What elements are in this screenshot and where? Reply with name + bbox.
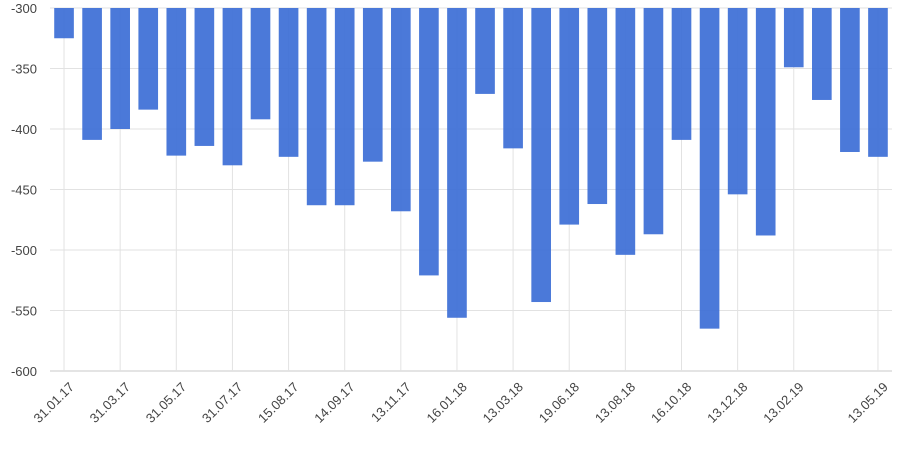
x-tick-label: 16.01.18 [423, 379, 469, 425]
bar [615, 8, 636, 255]
bar [503, 8, 523, 149]
x-axis-tick-labels: 31.01.17 31.03.17 31.05.17 31.07.17 15.08.17… [31, 379, 891, 425]
x-tick-label: 31.01.17 [31, 379, 77, 425]
x-tick-label: 13.03.18 [480, 379, 526, 425]
x-tick-label: 13.02.19 [760, 379, 806, 425]
bar [531, 8, 551, 303]
bar [391, 8, 411, 212]
bar [671, 8, 692, 140]
bar [54, 8, 74, 39]
bar [278, 8, 299, 157]
x-tick-label: 13.08.18 [592, 379, 638, 425]
y-tick-label: -550 [11, 304, 37, 319]
bar [699, 8, 720, 329]
y-tick-label: -300 [11, 1, 37, 16]
bar [643, 8, 664, 235]
bar [194, 8, 215, 146]
bar [840, 8, 860, 152]
bar [587, 8, 608, 205]
x-tick-label: 15.08.17 [255, 379, 301, 425]
x-tick-label: 31.07.17 [199, 379, 245, 425]
x-tick-label: 16.10.18 [648, 379, 694, 425]
x-tick-label: 19.06.18 [536, 379, 582, 425]
bar [362, 8, 383, 162]
bar [306, 8, 327, 206]
bar [82, 8, 102, 140]
bar [222, 8, 243, 166]
y-tick-label: -350 [11, 62, 37, 77]
bar [250, 8, 271, 120]
bar [110, 8, 130, 129]
bar [727, 8, 748, 195]
bar [812, 8, 832, 100]
bar [166, 8, 187, 156]
x-tick-label: 13.12.18 [704, 379, 750, 425]
x-tick-label: 13.11.17 [368, 379, 414, 425]
bar [447, 8, 467, 318]
y-tick-label: -600 [11, 364, 37, 379]
x-tick-label: 14.09.17 [311, 379, 357, 425]
bar [868, 8, 888, 157]
y-axis-tick-labels: -300 -350 -400 -450 -500 -550 -600 [11, 1, 37, 379]
bars [54, 8, 888, 329]
x-tick-label: 13.05.19 [844, 379, 890, 425]
bar [475, 8, 495, 94]
bar [559, 8, 580, 225]
y-tick-label: -400 [11, 122, 37, 137]
y-tick-label: -450 [11, 183, 37, 198]
bar [419, 8, 439, 276]
bar [755, 8, 776, 236]
bar [138, 8, 159, 110]
bar [334, 8, 355, 206]
x-tick-label: 31.03.17 [87, 379, 133, 425]
x-tick-label: 31.05.17 [143, 379, 189, 425]
bar [783, 8, 804, 68]
y-tick-label: -500 [11, 243, 37, 258]
